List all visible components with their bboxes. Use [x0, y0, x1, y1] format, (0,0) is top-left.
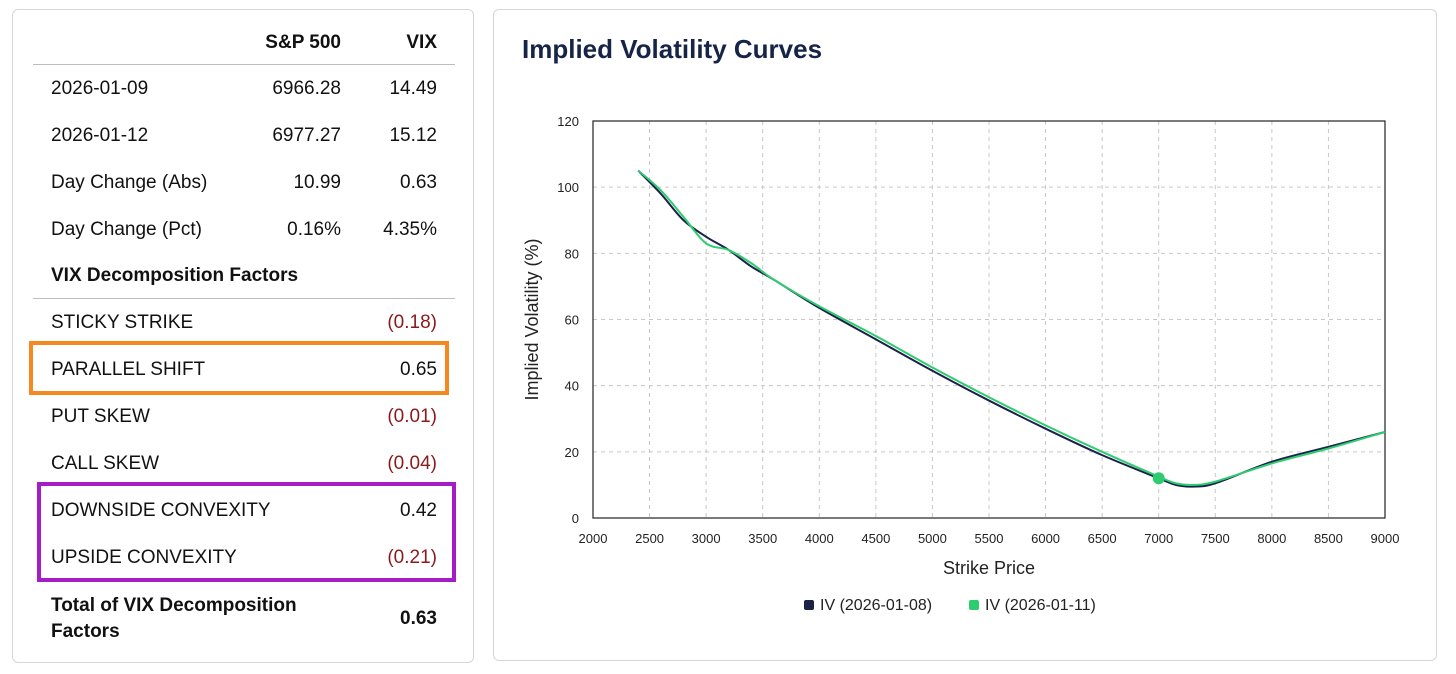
parallel-shift-highlight [29, 341, 449, 395]
total-value: 0.63 [400, 608, 437, 629]
row-label: Day Change (Abs) [51, 172, 208, 193]
factor-value: 0.65 [400, 359, 437, 380]
x-tick-label: 9000 [1371, 531, 1400, 546]
vix-decomposition-table: S&P 500 VIX 2026-01-09 6966.28 14.49 202… [12, 9, 474, 663]
factor-label: UPSIDE CONVEXITY [51, 547, 237, 568]
y-axis-label: Implied Volatility (%) [522, 238, 542, 400]
x-tick-label: 4000 [805, 531, 834, 546]
x-tick-label: 6500 [1088, 531, 1117, 546]
x-tick-label: 5500 [975, 531, 1004, 546]
legend-label-1: IV (2026-01-08) [820, 597, 932, 614]
header-sp500: S&P 500 [265, 32, 341, 53]
x-tick-label: 7500 [1201, 531, 1230, 546]
chart-title: Implied Volatility Curves [522, 34, 823, 64]
row-label: Day Change (Pct) [51, 219, 203, 240]
x-tick-label: 8500 [1314, 531, 1343, 546]
total-label-line1: Total of VIX Decomposition [51, 595, 297, 616]
legend-swatch-2 [969, 600, 979, 610]
total-label: Total of VIX Decomposition Factors [51, 593, 297, 645]
row-vix: 4.35% [383, 219, 437, 240]
factor-value: (0.01) [387, 406, 437, 427]
row-label: 2026-01-09 [51, 78, 149, 99]
x-tick-label: 6000 [1031, 531, 1060, 546]
row-vix: 14.49 [389, 78, 437, 99]
chart-panel: Implied Volatility Curves 2000 2500 3000 35… [493, 9, 1437, 661]
factor-value: (0.18) [387, 312, 437, 333]
x-tick-label: 8000 [1257, 531, 1286, 546]
factor-label: PARALLEL SHIFT [51, 359, 206, 380]
y-tick-label: 80 [565, 246, 579, 261]
legend-label-2: IV (2026-01-11) [985, 597, 1096, 614]
x-tick-label: 7000 [1144, 531, 1173, 546]
x-tick-label: 3000 [692, 531, 721, 546]
legend-swatch-1 [804, 600, 814, 610]
header-vix: VIX [406, 32, 437, 53]
y-tick-label: 120 [557, 114, 579, 129]
x-tick-label: 3500 [748, 531, 777, 546]
x-tick-label: 4500 [861, 531, 890, 546]
row-sp500: 10.99 [293, 172, 341, 193]
factor-label: DOWNSIDE CONVEXITY [51, 500, 271, 521]
factor-value: (0.21) [387, 547, 437, 568]
factor-value: 0.42 [400, 500, 437, 521]
y-tick-label: 20 [565, 445, 579, 460]
factor-value: (0.04) [387, 453, 437, 474]
row-sp500: 0.16% [287, 219, 341, 240]
y-tick-label: 0 [572, 511, 579, 526]
factor-label: STICKY STRIKE [51, 312, 194, 333]
row-vix: 0.63 [400, 172, 437, 193]
row-sp500: 6966.28 [272, 78, 341, 99]
x-tick-label: 5000 [918, 531, 947, 546]
divider [33, 298, 455, 299]
factor-label: CALL SKEW [51, 453, 160, 474]
row-label: 2026-01-12 [51, 125, 149, 146]
divider [33, 64, 455, 65]
x-axis-label: Strike Price [943, 558, 1035, 578]
y-tick-label: 40 [565, 379, 579, 394]
y-tick-label: 60 [565, 313, 579, 328]
row-vix: 15.12 [389, 125, 437, 146]
x-tick-label: 2000 [579, 531, 608, 546]
series-line-2 [637, 169, 1386, 486]
current-spot-marker [1152, 472, 1165, 485]
x-tick-label: 2500 [635, 531, 664, 546]
row-sp500: 6977.27 [272, 125, 341, 146]
factor-label: PUT SKEW [51, 406, 150, 427]
y-tick-label: 100 [557, 180, 579, 195]
iv-curves-chart: 2000 2500 3000 3500 4000 4500 5000 5500 6000 6500… [522, 114, 1400, 614]
convexity-highlight [37, 482, 456, 582]
total-label-line2: Factors [51, 621, 120, 642]
series-line-1 [637, 169, 1386, 488]
plot-area-frame [592, 120, 1386, 519]
factors-heading: VIX Decomposition Factors [51, 265, 299, 286]
